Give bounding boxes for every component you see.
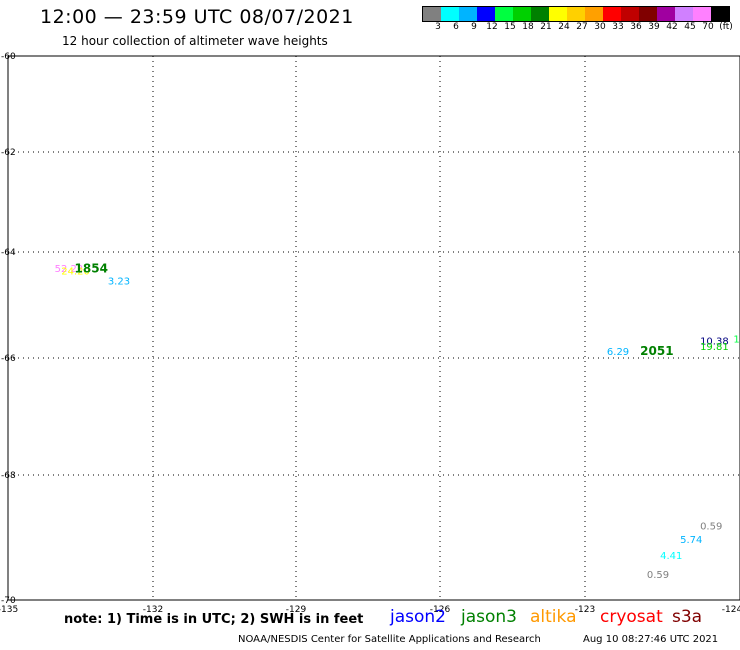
color-scale-label: 15 bbox=[504, 22, 516, 32]
wave-height-label: 0.59 bbox=[647, 570, 669, 581]
y-tick-label: -64 bbox=[1, 248, 16, 258]
color-scale-label: 18 bbox=[522, 22, 534, 32]
pass-time-label: 1854 bbox=[75, 262, 108, 276]
color-swatch bbox=[531, 7, 549, 21]
color-swatch bbox=[441, 7, 459, 21]
color-swatch bbox=[477, 7, 495, 21]
wave-height-label: 10.38 bbox=[700, 336, 729, 347]
color-scale-bar bbox=[422, 6, 730, 22]
color-scale-label: 27 bbox=[576, 22, 588, 32]
color-scale-label: 30 bbox=[594, 22, 606, 32]
color-swatch bbox=[657, 7, 675, 21]
y-tick-label: -60 bbox=[1, 52, 16, 62]
wave-height-label: 19.81 bbox=[700, 342, 729, 353]
color-scale-label: 39 bbox=[648, 22, 660, 32]
color-scale-label: 9 bbox=[471, 22, 477, 32]
x-tick-label: -129 bbox=[286, 605, 307, 615]
generated-timestamp: Aug 10 08:27:46 UTC 2021 bbox=[583, 634, 719, 645]
color-swatch bbox=[603, 7, 621, 21]
pass-time-label: 2051 bbox=[640, 344, 673, 358]
wave-height-label: 18.89 bbox=[733, 335, 740, 346]
wave-height-label: 0.59 bbox=[700, 521, 722, 532]
x-tick-label: -126 bbox=[430, 605, 451, 615]
color-scale-label: 70 bbox=[702, 22, 714, 32]
x-tick-label: -135 bbox=[0, 605, 18, 615]
color-swatch bbox=[423, 7, 441, 21]
units-note: note: 1) Time is in UTC; 2) SWH is in fe… bbox=[64, 612, 364, 627]
credit-text: NOAA/NESDIS Center for Satellite Applica… bbox=[238, 634, 541, 645]
wave-height-label: 3.23 bbox=[108, 276, 130, 287]
wave-height-label: 52.22 bbox=[55, 264, 84, 275]
wave-height-label: 5.74 bbox=[680, 535, 702, 546]
y-tick-label: -62 bbox=[1, 148, 16, 158]
satellite-legend-item: s3a bbox=[672, 607, 703, 627]
chart-title: 12:00 — 23:59 UTC 08/07/2021 bbox=[40, 6, 354, 28]
color-scale-label: 33 bbox=[612, 22, 624, 32]
color-swatch bbox=[693, 7, 711, 21]
color-swatch bbox=[711, 7, 729, 21]
color-swatch bbox=[549, 7, 567, 21]
wave-height-label: 4.41 bbox=[660, 551, 682, 562]
color-scale-label: 3 bbox=[435, 22, 441, 32]
color-swatch bbox=[585, 7, 603, 21]
color-swatch bbox=[675, 7, 693, 21]
wave-height-label: 6.29 bbox=[607, 347, 629, 358]
color-scale-label: 24 bbox=[558, 22, 570, 32]
color-swatch bbox=[495, 7, 513, 21]
color-scale-label: 6 bbox=[453, 22, 459, 32]
chart-subtitle: 12 hour collection of altimeter wave hei… bbox=[62, 34, 328, 48]
color-swatch bbox=[621, 7, 639, 21]
color-scale-label: 42 bbox=[666, 22, 678, 32]
x-tick-label: -132 bbox=[143, 605, 163, 615]
wave-height-label: 24.20 bbox=[61, 267, 90, 278]
y-tick-label: -68 bbox=[1, 471, 16, 481]
color-swatch bbox=[513, 7, 531, 21]
color-scale-label: 36 bbox=[630, 22, 642, 32]
satellite-legend-item: altika bbox=[530, 607, 577, 627]
x-tick-label: -123 bbox=[575, 605, 595, 615]
y-tick-label: -70 bbox=[1, 596, 16, 606]
color-scale-label: 21 bbox=[540, 22, 552, 32]
color-swatch bbox=[567, 7, 585, 21]
color-scale-label: 12 bbox=[486, 22, 498, 32]
plot-frame bbox=[7, 55, 740, 601]
color-scale-label: 45 bbox=[684, 22, 696, 32]
satellite-legend-item: jason2 bbox=[390, 607, 446, 627]
color-swatch bbox=[459, 7, 477, 21]
y-tick-label: -66 bbox=[1, 354, 16, 364]
color-scale-label: (ft) bbox=[719, 22, 733, 32]
color-swatch bbox=[639, 7, 657, 21]
x-tick-label: -124 bbox=[722, 605, 740, 615]
satellite-legend-item: jason3 bbox=[461, 607, 517, 627]
satellite-legend-item: cryosat bbox=[600, 607, 663, 627]
